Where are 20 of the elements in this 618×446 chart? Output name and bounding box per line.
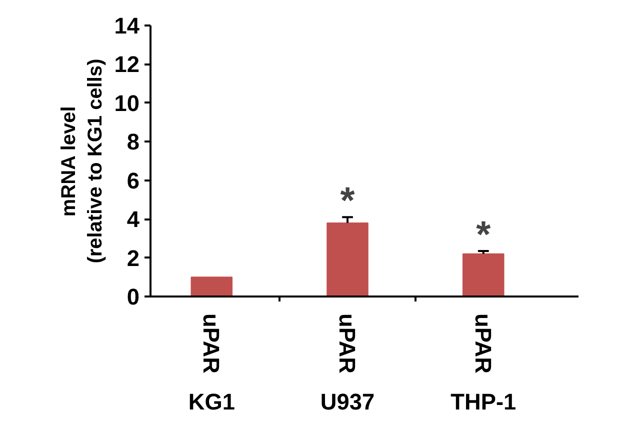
bar	[326, 222, 368, 296]
y-tick-label: 0	[126, 284, 140, 310]
y-tick-label: 12	[114, 51, 140, 78]
y-tick-label: 2	[126, 244, 140, 271]
y-axis-title: mRNA level (relative to KG1 cells)	[58, 58, 106, 264]
x-tick-label: uPAR	[334, 314, 361, 374]
data-label: *	[476, 213, 492, 256]
data-label: *	[340, 179, 356, 222]
y-tick-label: 10	[114, 90, 140, 116]
x-tick-label: uPAR	[470, 314, 496, 374]
y-tick-label: 8	[126, 128, 140, 155]
x-tick-label: uPAR	[198, 314, 225, 374]
text: KG1	[188, 388, 235, 414]
text: U937	[320, 388, 375, 414]
bar	[190, 276, 233, 296]
y-tick-label: 6	[126, 167, 140, 194]
y-tick-label: 4	[126, 206, 140, 232]
text: THP-1	[450, 388, 516, 414]
y-tick-label: 14	[114, 12, 140, 38]
bar	[462, 253, 504, 296]
